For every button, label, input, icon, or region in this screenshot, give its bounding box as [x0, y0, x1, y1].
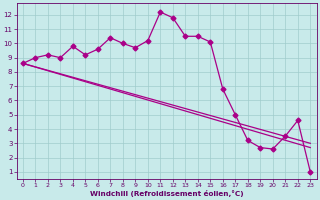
X-axis label: Windchill (Refroidissement éolien,°C): Windchill (Refroidissement éolien,°C) — [90, 190, 244, 197]
